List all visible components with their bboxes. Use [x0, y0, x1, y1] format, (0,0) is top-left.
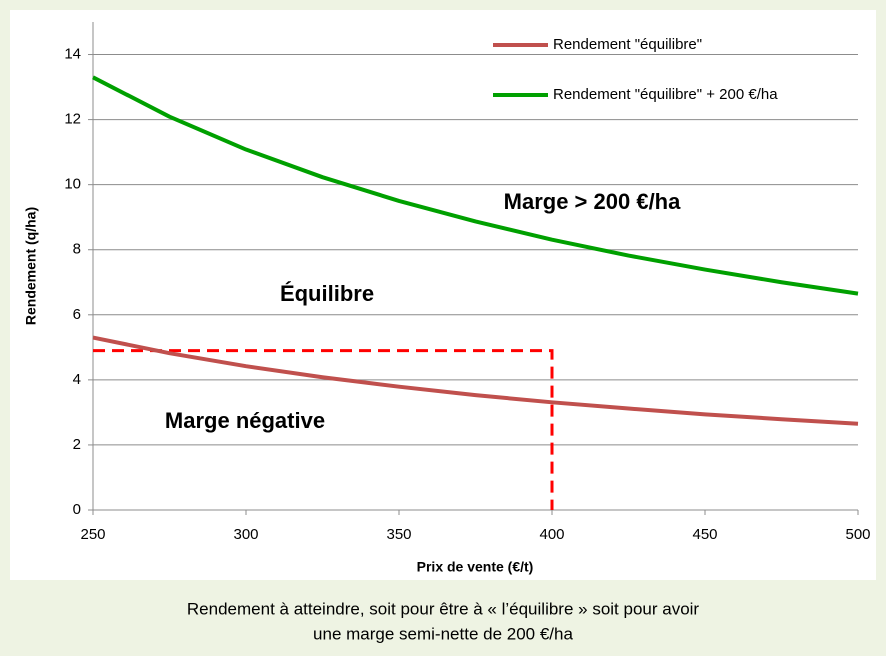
- y-tick-label: 14: [64, 46, 81, 63]
- x-tick-label: 400: [539, 526, 564, 543]
- y-tick-label: 4: [73, 371, 81, 388]
- y-tick-label: 6: [73, 306, 81, 323]
- y-tick-label: 10: [64, 176, 81, 193]
- caption: Rendement à atteindre, soit pour être à …: [187, 599, 700, 618]
- y-tick-label: 0: [73, 501, 81, 518]
- chart-area: [10, 10, 876, 580]
- x-tick-label: 500: [845, 526, 870, 543]
- reference-line: [93, 349, 554, 510]
- legend-label: Rendement "équilibre": [553, 36, 702, 53]
- series-line: [92, 335, 859, 426]
- legend-label: Rendement "équilibre" + 200 €/ha: [553, 86, 778, 103]
- caption: une marge semi-nette de 200 €/ha: [313, 624, 573, 643]
- annotation: Équilibre: [280, 281, 374, 306]
- x-tick-label: 250: [80, 526, 105, 543]
- x-tick-label: 450: [692, 526, 717, 543]
- y-tick-label: 12: [64, 111, 81, 128]
- annotation: Marge > 200 €/ha: [504, 189, 681, 214]
- series-line: [92, 75, 859, 296]
- y-tick-label: 2: [73, 436, 81, 453]
- y-tick-label: 8: [73, 241, 81, 258]
- y-axis-label: Rendement (q/ha): [23, 207, 39, 325]
- x-tick-label: 300: [233, 526, 258, 543]
- x-tick-label: 350: [386, 526, 411, 543]
- x-axis-label: Prix de vente (€/t): [417, 559, 534, 575]
- annotation: Marge négative: [165, 408, 325, 433]
